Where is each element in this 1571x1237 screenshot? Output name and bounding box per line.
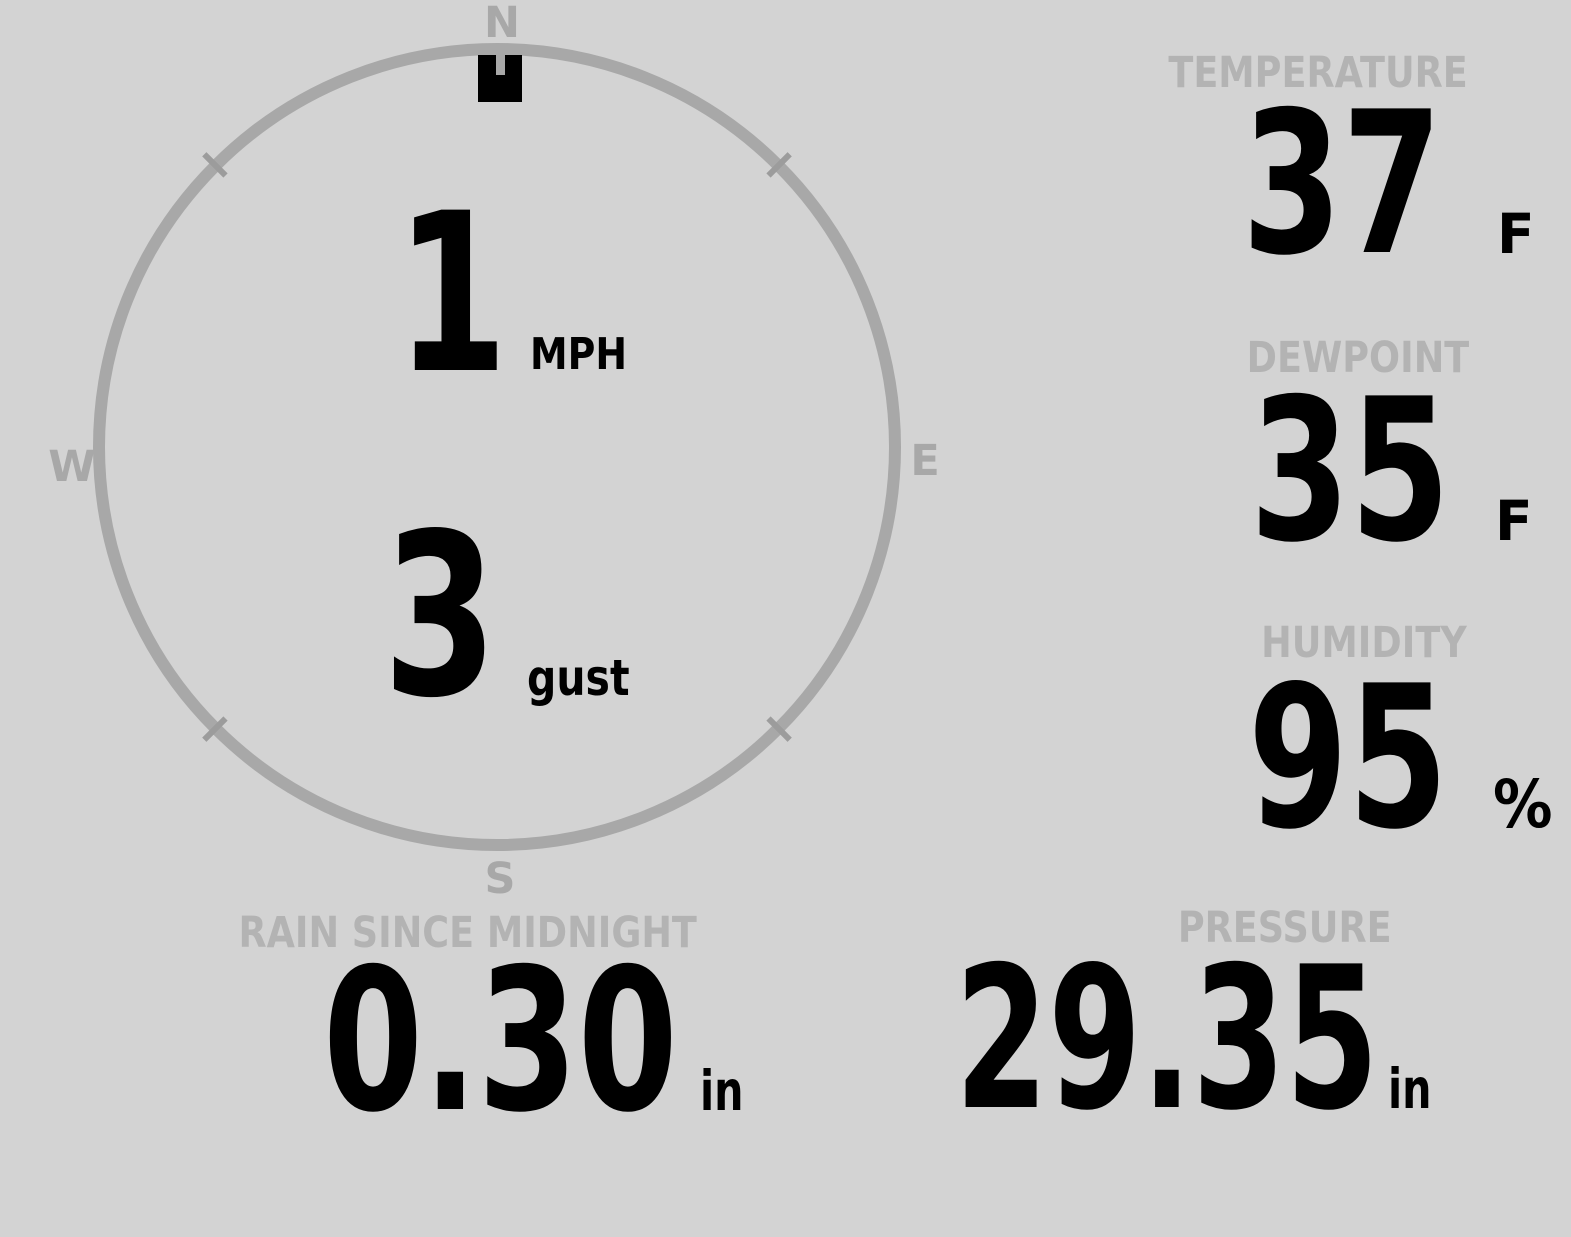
wind-compass	[93, 43, 901, 851]
temperature-label: TEMPERATURE	[1168, 48, 1468, 98]
humidity-value: 95	[1248, 644, 1449, 873]
dewpoint-section: DEWPOINT	[1058, 337, 1571, 380]
compass-tick-sw	[202, 716, 228, 742]
wind-speed-value: 1	[396, 166, 508, 422]
compass-label-north: N	[484, 0, 520, 48]
temperature-section: TEMPERATURE	[1018, 52, 1571, 95]
compass-tick-ne	[766, 152, 792, 178]
rain-section: RAIN SINCE MIDNIGHT	[168, 912, 768, 955]
humidity-section: HUMIDITY	[1064, 622, 1571, 665]
dewpoint-value: 35	[1250, 357, 1451, 586]
dewpoint-label: DEWPOINT	[1246, 333, 1470, 383]
wind-speed-unit: MPH	[530, 329, 628, 380]
pressure-unit: in	[1388, 1057, 1432, 1121]
compass-label-east: E	[910, 436, 940, 486]
compass-label-west: W	[48, 442, 96, 492]
rain-value: 0.30	[323, 927, 678, 1156]
compass-circle	[93, 43, 901, 851]
compass-label-south: S	[484, 854, 516, 904]
humidity-unit: %	[1493, 766, 1553, 843]
temperature-value: 37	[1242, 70, 1443, 299]
temperature-unit: F	[1497, 202, 1535, 266]
pressure-section: PRESSURE	[985, 907, 1571, 950]
compass-tick-se	[766, 716, 792, 742]
dewpoint-unit: F	[1495, 489, 1533, 553]
wind-gust-value: 3	[383, 486, 498, 748]
rain-unit: in	[700, 1059, 744, 1123]
wind-gust-label: gust	[527, 649, 630, 707]
pressure-label: PRESSURE	[1178, 903, 1392, 953]
humidity-label: HUMIDITY	[1261, 618, 1467, 668]
pressure-value: 29.35	[955, 925, 1379, 1154]
compass-tick-nw	[202, 152, 228, 178]
rain-label: RAIN SINCE MIDNIGHT	[238, 908, 698, 958]
compass-north-tick	[496, 55, 505, 75]
